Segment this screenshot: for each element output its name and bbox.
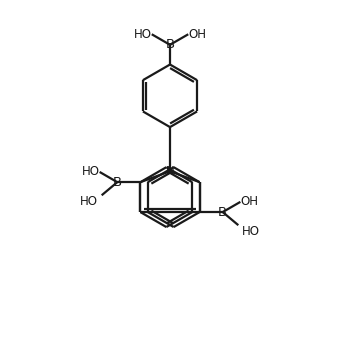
Text: OH: OH — [240, 195, 258, 208]
Text: OH: OH — [188, 28, 206, 41]
Text: B: B — [166, 38, 174, 51]
Text: B: B — [113, 176, 122, 189]
Text: HO: HO — [82, 165, 100, 179]
Text: HO: HO — [242, 225, 260, 238]
Text: N: N — [166, 165, 174, 178]
Text: HO: HO — [134, 28, 152, 41]
Text: HO: HO — [80, 195, 98, 208]
Text: B: B — [218, 206, 227, 219]
